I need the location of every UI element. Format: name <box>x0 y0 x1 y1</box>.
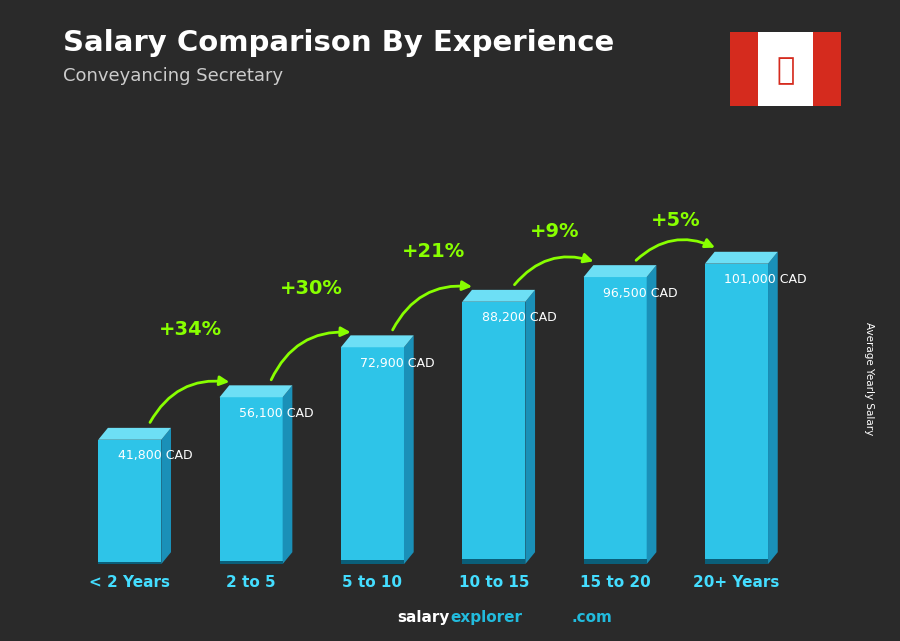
Text: explorer: explorer <box>450 610 522 625</box>
Text: 72,900 CAD: 72,900 CAD <box>360 357 435 370</box>
Text: .com: .com <box>572 610 612 625</box>
Text: Average Yearly Salary: Average Yearly Salary <box>863 322 874 435</box>
Bar <box>341 347 404 564</box>
Polygon shape <box>283 385 293 564</box>
Bar <box>583 559 647 564</box>
Text: +21%: +21% <box>401 242 464 261</box>
Bar <box>813 32 841 106</box>
Text: +5%: +5% <box>651 211 700 229</box>
FancyArrowPatch shape <box>392 282 469 330</box>
Text: salary: salary <box>398 610 450 625</box>
Bar <box>220 397 283 564</box>
Text: +30%: +30% <box>280 279 343 298</box>
Text: 🍁: 🍁 <box>776 56 795 85</box>
Text: 41,800 CAD: 41,800 CAD <box>118 449 193 462</box>
Text: 56,100 CAD: 56,100 CAD <box>239 407 313 420</box>
Polygon shape <box>161 428 171 564</box>
Text: 96,500 CAD: 96,500 CAD <box>603 287 678 299</box>
Bar <box>730 32 758 106</box>
FancyArrowPatch shape <box>271 328 347 380</box>
Bar <box>463 302 526 564</box>
Polygon shape <box>647 265 656 564</box>
Polygon shape <box>463 290 535 302</box>
Text: Conveyancing Secretary: Conveyancing Secretary <box>63 67 284 85</box>
Polygon shape <box>220 385 292 397</box>
FancyArrowPatch shape <box>636 240 712 260</box>
Text: 88,200 CAD: 88,200 CAD <box>482 312 556 324</box>
Polygon shape <box>705 252 778 263</box>
Text: Salary Comparison By Experience: Salary Comparison By Experience <box>63 29 614 57</box>
Text: +9%: +9% <box>530 222 580 240</box>
Polygon shape <box>341 335 414 347</box>
Bar <box>98 440 161 564</box>
FancyArrowPatch shape <box>515 254 590 285</box>
Bar <box>98 562 161 564</box>
FancyArrowPatch shape <box>150 377 226 422</box>
Bar <box>705 263 768 564</box>
Polygon shape <box>768 252 778 564</box>
Polygon shape <box>583 265 656 277</box>
Bar <box>705 559 768 564</box>
Polygon shape <box>404 335 414 564</box>
Text: 101,000 CAD: 101,000 CAD <box>724 273 807 286</box>
Polygon shape <box>98 428 171 440</box>
Bar <box>220 561 283 564</box>
Bar <box>583 277 647 564</box>
Bar <box>463 560 526 564</box>
Text: +34%: +34% <box>159 320 222 339</box>
Bar <box>341 560 404 564</box>
Polygon shape <box>526 290 535 564</box>
